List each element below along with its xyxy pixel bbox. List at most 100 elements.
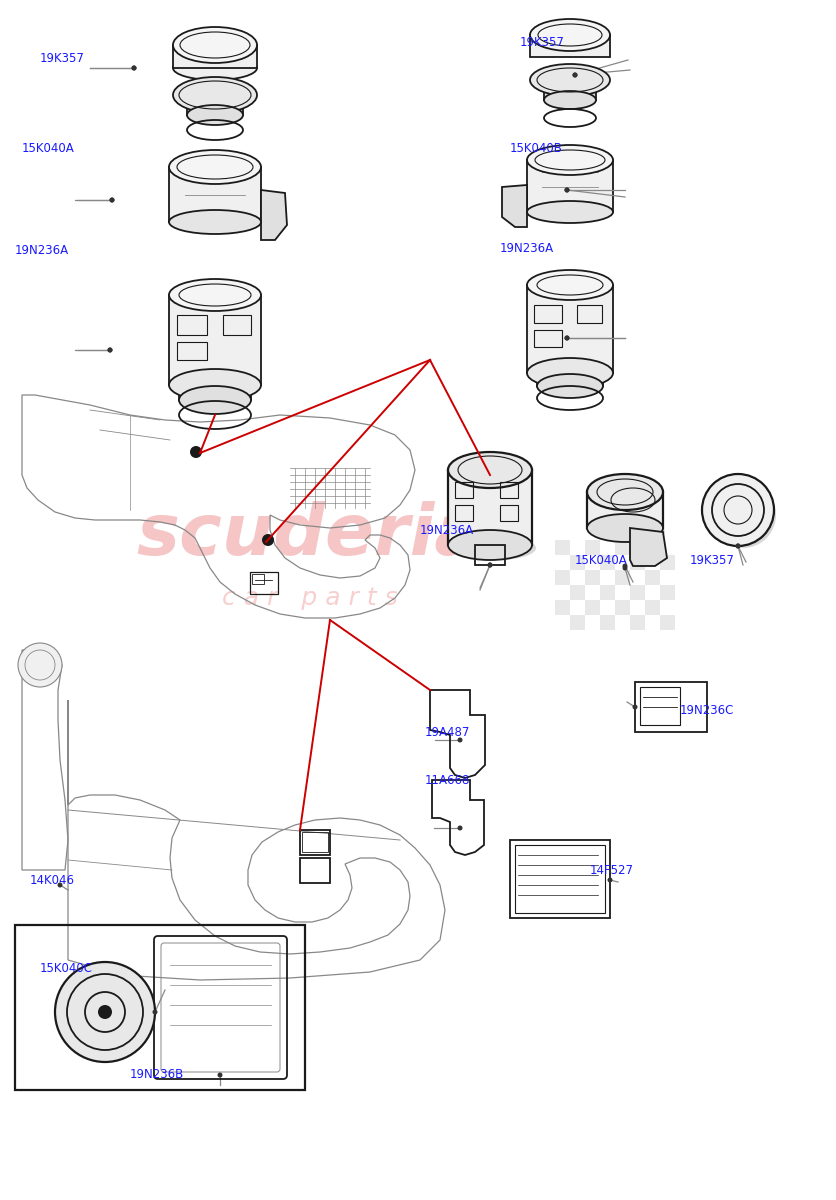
Ellipse shape xyxy=(527,358,613,388)
Text: 14K046: 14K046 xyxy=(30,874,75,887)
Ellipse shape xyxy=(173,56,257,80)
Bar xyxy=(534,330,562,347)
Bar xyxy=(534,305,562,323)
Bar xyxy=(177,314,207,335)
Ellipse shape xyxy=(587,514,663,542)
Polygon shape xyxy=(630,528,667,566)
Bar xyxy=(630,614,645,630)
Circle shape xyxy=(487,563,492,568)
Bar xyxy=(555,570,570,584)
Circle shape xyxy=(110,198,115,203)
Bar xyxy=(537,373,603,386)
Bar xyxy=(527,160,613,212)
Text: 19N236A: 19N236A xyxy=(420,523,474,536)
Bar xyxy=(510,840,610,918)
Circle shape xyxy=(608,877,613,882)
Bar xyxy=(500,505,518,521)
Bar xyxy=(15,925,305,1090)
Bar xyxy=(179,385,251,400)
Circle shape xyxy=(564,336,569,341)
Ellipse shape xyxy=(169,278,261,311)
Bar xyxy=(615,600,630,614)
Text: 19N236A: 19N236A xyxy=(500,241,554,254)
Ellipse shape xyxy=(169,150,261,184)
Ellipse shape xyxy=(460,536,536,560)
Polygon shape xyxy=(502,185,527,227)
Bar xyxy=(585,570,600,584)
Circle shape xyxy=(58,882,63,888)
Circle shape xyxy=(108,348,113,353)
Ellipse shape xyxy=(187,104,243,125)
Bar xyxy=(660,554,675,570)
Ellipse shape xyxy=(527,145,613,175)
Bar xyxy=(660,584,675,600)
Circle shape xyxy=(457,738,462,743)
Circle shape xyxy=(18,643,62,686)
Circle shape xyxy=(736,544,741,548)
Bar xyxy=(577,305,602,323)
Bar xyxy=(455,505,473,521)
Circle shape xyxy=(623,565,628,570)
Bar xyxy=(223,314,251,335)
Circle shape xyxy=(190,446,202,458)
Ellipse shape xyxy=(55,962,155,1062)
Bar xyxy=(645,540,660,554)
Bar xyxy=(630,584,645,600)
Bar xyxy=(448,470,532,545)
Ellipse shape xyxy=(173,77,257,113)
Ellipse shape xyxy=(448,452,532,488)
Circle shape xyxy=(564,336,569,341)
Bar xyxy=(544,80,596,100)
Bar xyxy=(645,570,660,584)
Bar xyxy=(570,584,585,600)
Bar xyxy=(585,600,600,614)
Bar xyxy=(615,570,630,584)
Ellipse shape xyxy=(702,474,774,546)
Text: 15K040A: 15K040A xyxy=(575,553,628,566)
Polygon shape xyxy=(261,190,287,240)
Ellipse shape xyxy=(530,19,610,50)
Bar xyxy=(530,35,610,56)
Bar xyxy=(302,832,328,852)
Bar xyxy=(630,554,645,570)
Text: 15K040A: 15K040A xyxy=(22,142,74,155)
Bar xyxy=(600,554,615,570)
Ellipse shape xyxy=(601,522,665,542)
Ellipse shape xyxy=(530,64,610,96)
Bar xyxy=(600,584,615,600)
Bar xyxy=(169,167,261,222)
Bar xyxy=(660,614,675,630)
Ellipse shape xyxy=(544,91,596,109)
Bar xyxy=(300,858,330,883)
Text: 19K357: 19K357 xyxy=(690,553,735,566)
Ellipse shape xyxy=(710,482,776,548)
Bar xyxy=(635,682,707,732)
Text: scuderia: scuderia xyxy=(136,500,483,570)
Ellipse shape xyxy=(173,26,257,62)
Bar xyxy=(555,600,570,614)
Bar xyxy=(169,295,261,385)
Circle shape xyxy=(108,348,113,353)
Bar xyxy=(250,572,278,594)
Circle shape xyxy=(623,564,628,569)
Bar xyxy=(252,574,264,584)
Ellipse shape xyxy=(527,200,613,223)
Circle shape xyxy=(262,534,274,546)
Ellipse shape xyxy=(537,374,603,398)
Ellipse shape xyxy=(169,370,261,401)
Text: 14F527: 14F527 xyxy=(590,864,634,876)
Ellipse shape xyxy=(448,530,532,560)
Circle shape xyxy=(573,72,578,78)
Bar xyxy=(570,614,585,630)
Text: 19A487: 19A487 xyxy=(425,726,471,738)
Circle shape xyxy=(564,187,569,192)
Bar xyxy=(600,614,615,630)
Text: c a r   p a r t s: c a r p a r t s xyxy=(222,586,398,610)
Bar xyxy=(177,342,207,360)
Circle shape xyxy=(564,187,569,192)
Bar xyxy=(640,686,680,725)
Bar xyxy=(615,540,630,554)
Text: 19K357: 19K357 xyxy=(40,52,85,65)
Bar xyxy=(515,845,605,913)
Text: 19N236B: 19N236B xyxy=(130,1068,184,1081)
